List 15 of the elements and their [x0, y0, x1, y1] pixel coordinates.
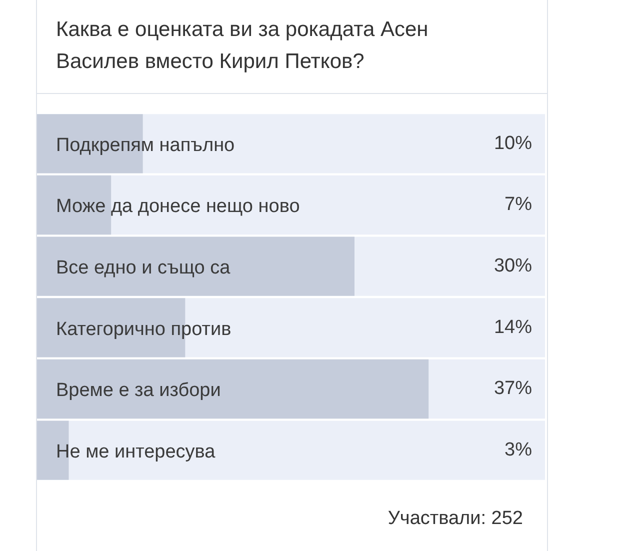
- data-label: 30%: [494, 256, 532, 277]
- text: Участвали: 252: [388, 508, 523, 530]
- y-tick-label: Все едно и също са: [56, 258, 231, 279]
- y-tick-label: Не ме интересува: [56, 442, 216, 463]
- data-label: 3%: [504, 440, 532, 461]
- data-label: 14%: [494, 316, 532, 338]
- bar: [37, 175, 112, 235]
- y-tick-label: Време е за избори: [56, 380, 221, 402]
- y-tick-label: Може да донесе нещо ново: [56, 196, 300, 218]
- data-label: 37%: [494, 378, 532, 400]
- y-tick-label: Категорично против: [56, 318, 232, 340]
- data-label: 10%: [494, 132, 532, 154]
- y-tick-label: Подкрепям напълно: [56, 134, 235, 156]
- data-label: 7%: [504, 194, 532, 216]
- chart-title: Каква е оценката ви за рокадата Асен Василев вместо Кирил Петков?: [56, 17, 430, 75]
